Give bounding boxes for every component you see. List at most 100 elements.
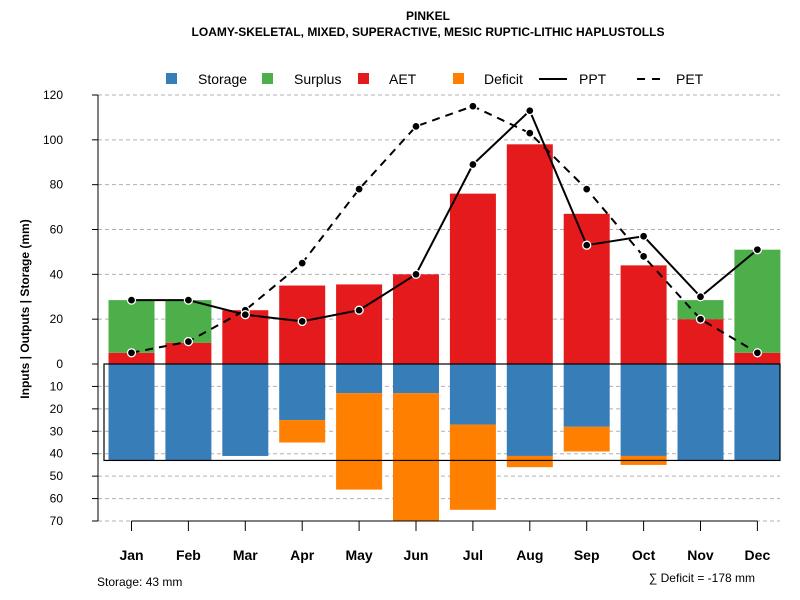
pet-point-oct <box>638 251 649 262</box>
ppt-point-may <box>354 305 364 315</box>
ppt-point-oct <box>638 231 649 241</box>
aet-bar-sep <box>563 213 610 364</box>
legend-swatch-aet <box>358 73 369 84</box>
legend-label-aet: AET <box>389 71 417 87</box>
surplus-bar-dec <box>734 249 781 353</box>
legend-label-deficit: Deficit <box>484 71 523 87</box>
x-tick-label-jan: Jan <box>119 547 143 563</box>
legend-label-ppt: PPT <box>579 71 607 87</box>
aet-bar-nov <box>677 319 724 364</box>
y-tick-label-upper: 60 <box>50 223 64 237</box>
ppt-point-apr <box>297 316 307 327</box>
ppt-point-sep <box>582 240 592 250</box>
surplus-bar-feb <box>165 300 212 343</box>
ppt-point-mar <box>240 310 250 320</box>
legend-swatch-deficit <box>453 73 464 84</box>
ppt-point-jun <box>411 269 421 279</box>
aet-bar-feb <box>165 342 212 364</box>
ppt-point-feb <box>183 295 194 305</box>
x-tick-label-mar: Mar <box>233 547 258 563</box>
y-tick-label-lower: 30 <box>50 424 64 438</box>
x-tick-label-feb: Feb <box>176 547 201 563</box>
storage-bar-sep <box>563 364 610 427</box>
y-tick-label-upper: 100 <box>43 133 63 147</box>
surplus-bar-nov <box>677 300 724 320</box>
deficit-bar-sep <box>563 426 610 452</box>
y-tick-label-upper: 0 <box>56 357 63 371</box>
y-tick-label-upper: 80 <box>50 178 64 192</box>
legend-swatch-storage <box>166 73 177 84</box>
pet-point-feb <box>183 336 194 347</box>
x-tick-label-aug: Aug <box>516 547 543 563</box>
ppt-point-jul <box>468 159 478 170</box>
y-tick-label-upper: 40 <box>50 267 64 281</box>
ppt-point-dec <box>752 245 763 255</box>
lines <box>103 101 781 462</box>
x-tick-label-nov: Nov <box>687 547 714 563</box>
x-tick-label-jun: Jun <box>404 547 429 563</box>
storage-bar-aug <box>506 364 553 456</box>
y-tick-label-lower: 40 <box>50 447 64 461</box>
deficit-bar-jun <box>393 393 439 521</box>
axes: 0 20 40 60 80 100 120 10 20 30 40 50 60 70 Jan Feb Mar Ap… <box>43 88 770 563</box>
y-tick-label-lower: 10 <box>50 379 64 393</box>
legend-label-pet: PET <box>676 71 704 87</box>
storage-bar-dec <box>734 364 781 461</box>
y-tick-label-upper: 20 <box>50 312 64 326</box>
deficit-bar-may <box>336 393 383 490</box>
y-tick-label-lower: 20 <box>50 402 64 416</box>
aet-bar-jul <box>449 193 496 364</box>
deficit-bar-apr <box>279 420 326 443</box>
chart-title: PINKEL <box>406 9 450 23</box>
storage-capacity-box <box>103 363 781 462</box>
pet-point-may <box>354 184 364 194</box>
storage-bar-jan <box>108 364 155 461</box>
pet-point-sep <box>582 184 592 194</box>
deficit-bar-aug <box>506 455 553 468</box>
pet-point-dec <box>752 348 763 358</box>
ppt-line <box>131 108 759 323</box>
pet-point-apr <box>297 258 307 268</box>
y-tick-label-lower: 50 <box>50 469 64 483</box>
storage-bar-apr <box>279 364 326 421</box>
storage-bar-may <box>336 364 383 394</box>
legend-label-surplus: Surplus <box>294 71 341 87</box>
storage-bar-nov <box>677 364 724 461</box>
storage-bar-jul <box>449 364 496 425</box>
pet-point-jul <box>468 101 478 111</box>
ppt-point-nov <box>695 292 706 302</box>
deficit-footnote: ∑ Deficit = -178 mm <box>649 571 755 585</box>
legend-label-storage: Storage <box>198 71 247 87</box>
chart-subtitle: LOAMY-SKELETAL, MIXED, SUPERACTIVE, MESI… <box>192 25 665 39</box>
pet-point-aug <box>525 128 535 138</box>
aet-bar-may <box>336 284 383 364</box>
deficit-bar-jul <box>449 424 496 510</box>
x-tick-label-sep: Sep <box>574 547 600 563</box>
pet-line <box>131 105 758 354</box>
storage-bar-jun <box>393 364 439 394</box>
pet-point-nov <box>695 314 706 324</box>
storage-footnote: Storage: 43 mm <box>97 575 182 589</box>
aet-bar-dec <box>734 352 781 364</box>
x-tick-label-dec: Dec <box>745 547 771 563</box>
storage-bar-mar <box>222 364 269 456</box>
y-tick-label-upper: 120 <box>43 88 63 102</box>
y-tick-label-lower: 60 <box>50 492 64 506</box>
legend-swatch-surplus <box>262 73 273 84</box>
x-tick-label-may: May <box>345 547 372 563</box>
bars <box>108 144 781 521</box>
pet-point-jun <box>411 121 421 132</box>
aet-bar-jan <box>108 352 155 364</box>
surplus-bar-jan <box>108 300 155 353</box>
ppt-point-jan <box>126 295 137 305</box>
pet-point-jan <box>126 348 137 358</box>
storage-bar-oct <box>620 364 667 456</box>
legend: Storage Surplus AET Deficit PPT PET <box>166 71 704 87</box>
aet-bar-jun <box>393 274 439 364</box>
x-tick-label-oct: Oct <box>632 547 656 563</box>
aet-bar-aug <box>506 144 553 364</box>
y-axis-label: Inputs | Outputs | Storage (mm) <box>18 219 32 398</box>
y-tick-label-lower: 70 <box>50 514 64 528</box>
x-tick-label-jul: Jul <box>463 547 483 563</box>
